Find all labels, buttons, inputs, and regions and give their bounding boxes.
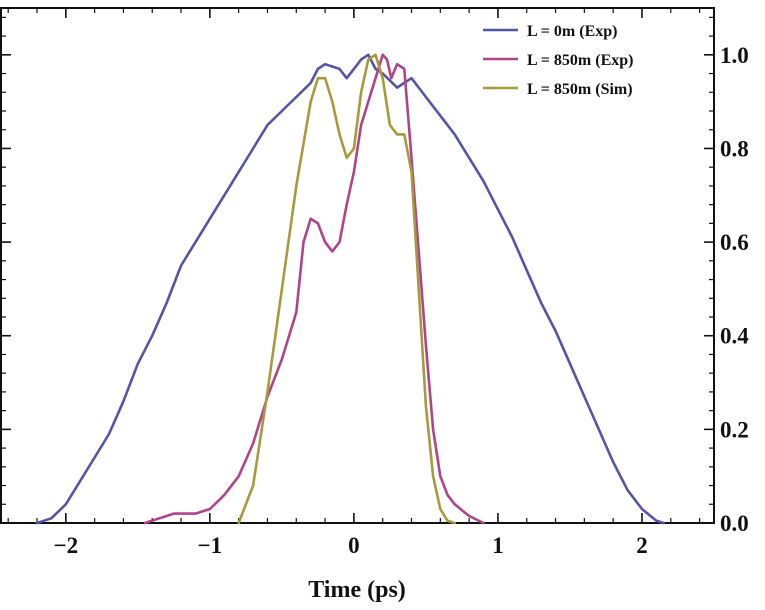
legend: L = 0m (Exp) L = 850m (Exp) L = 850m (Sim) bbox=[483, 23, 633, 98]
y-tick-label: 0.6 bbox=[720, 230, 749, 255]
series-line-l-850m-exp bbox=[143, 53, 485, 525]
legend-label: L = 850m (Exp) bbox=[527, 52, 633, 69]
series-layer bbox=[35, 53, 665, 525]
plot-frame bbox=[0, 7, 715, 524]
series-line-l-0m-exp bbox=[35, 53, 665, 525]
minor-ticks bbox=[1, 8, 714, 523]
x-tick-label: −1 bbox=[198, 533, 223, 558]
y-tick-label: 0.4 bbox=[720, 324, 749, 349]
y-tick-label: 0.0 bbox=[720, 511, 749, 536]
x-axis-title: Time (ps) bbox=[308, 577, 406, 603]
y-tick-labels: 0.0 0.2 0.4 0.6 0.8 1.0 bbox=[720, 43, 749, 536]
legend-label: L = 0m (Exp) bbox=[527, 23, 617, 40]
major-ticks bbox=[1, 8, 714, 524]
x-tick-label: 1 bbox=[492, 533, 504, 558]
legend-label: L = 850m (Sim) bbox=[527, 81, 633, 98]
x-tick-label: −2 bbox=[54, 533, 79, 558]
x-tick-label: 0 bbox=[348, 533, 360, 558]
y-tick-label: 1.0 bbox=[720, 43, 749, 68]
y-tick-label: 0.8 bbox=[720, 136, 749, 161]
x-tick-labels: −2 −1 0 1 2 bbox=[54, 533, 648, 558]
y-tick-label: 0.2 bbox=[720, 417, 749, 442]
series-line-l-850m-sim bbox=[237, 53, 457, 525]
x-tick-label: 2 bbox=[636, 533, 648, 558]
